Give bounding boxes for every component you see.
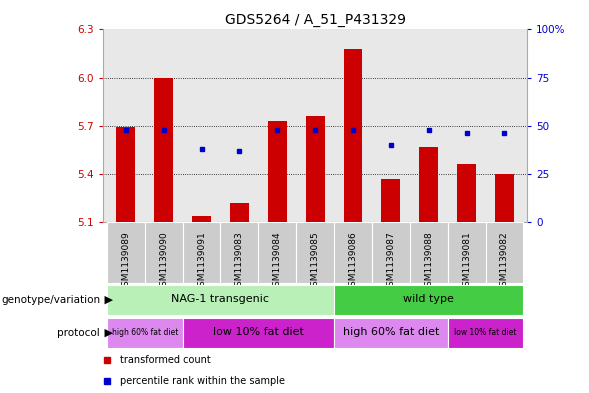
FancyBboxPatch shape bbox=[145, 222, 183, 283]
FancyBboxPatch shape bbox=[372, 222, 410, 283]
FancyBboxPatch shape bbox=[448, 222, 485, 283]
Text: genotype/variation: genotype/variation bbox=[1, 295, 100, 305]
Text: GSM1139086: GSM1139086 bbox=[349, 231, 358, 292]
Text: transformed count: transformed count bbox=[120, 354, 211, 365]
Text: GSM1139082: GSM1139082 bbox=[500, 231, 509, 292]
Bar bbox=[116, 127, 135, 222]
Bar bbox=[306, 116, 325, 222]
Text: GSM1139085: GSM1139085 bbox=[310, 231, 320, 292]
FancyBboxPatch shape bbox=[259, 222, 296, 283]
FancyBboxPatch shape bbox=[334, 222, 372, 283]
FancyBboxPatch shape bbox=[334, 285, 524, 315]
Bar bbox=[154, 77, 173, 222]
Bar bbox=[343, 49, 362, 222]
Text: GSM1139091: GSM1139091 bbox=[197, 231, 206, 292]
FancyBboxPatch shape bbox=[410, 222, 448, 283]
Text: high 60% fat diet: high 60% fat diet bbox=[343, 327, 439, 338]
Bar bbox=[268, 121, 287, 222]
Text: ▶: ▶ bbox=[101, 328, 113, 338]
Bar bbox=[419, 147, 438, 222]
FancyBboxPatch shape bbox=[220, 222, 259, 283]
Text: GSM1139081: GSM1139081 bbox=[462, 231, 471, 292]
FancyBboxPatch shape bbox=[107, 222, 145, 283]
Text: GSM1139089: GSM1139089 bbox=[121, 231, 130, 292]
Text: low 10% fat diet: low 10% fat diet bbox=[213, 327, 304, 338]
Text: percentile rank within the sample: percentile rank within the sample bbox=[120, 376, 285, 386]
Text: wild type: wild type bbox=[403, 294, 454, 304]
Bar bbox=[382, 179, 401, 222]
FancyBboxPatch shape bbox=[107, 285, 334, 315]
Text: high 60% fat diet: high 60% fat diet bbox=[111, 328, 178, 337]
Bar bbox=[457, 164, 476, 222]
FancyBboxPatch shape bbox=[183, 318, 334, 348]
Bar bbox=[495, 174, 514, 222]
Text: GSM1139083: GSM1139083 bbox=[235, 231, 244, 292]
Bar bbox=[192, 216, 211, 222]
FancyBboxPatch shape bbox=[296, 222, 334, 283]
Bar bbox=[230, 203, 249, 222]
FancyBboxPatch shape bbox=[183, 222, 220, 283]
FancyBboxPatch shape bbox=[107, 318, 183, 348]
Text: GSM1139087: GSM1139087 bbox=[386, 231, 395, 292]
FancyBboxPatch shape bbox=[448, 318, 524, 348]
Text: NAG-1 transgenic: NAG-1 transgenic bbox=[171, 294, 269, 304]
Text: GSM1139090: GSM1139090 bbox=[159, 231, 168, 292]
Title: GDS5264 / A_51_P431329: GDS5264 / A_51_P431329 bbox=[224, 13, 406, 27]
Text: ▶: ▶ bbox=[101, 295, 113, 305]
Text: GSM1139088: GSM1139088 bbox=[424, 231, 433, 292]
Text: GSM1139084: GSM1139084 bbox=[273, 231, 282, 292]
FancyBboxPatch shape bbox=[485, 222, 524, 283]
Text: low 10% fat diet: low 10% fat diet bbox=[454, 328, 517, 337]
Text: protocol: protocol bbox=[57, 328, 100, 338]
FancyBboxPatch shape bbox=[334, 318, 448, 348]
